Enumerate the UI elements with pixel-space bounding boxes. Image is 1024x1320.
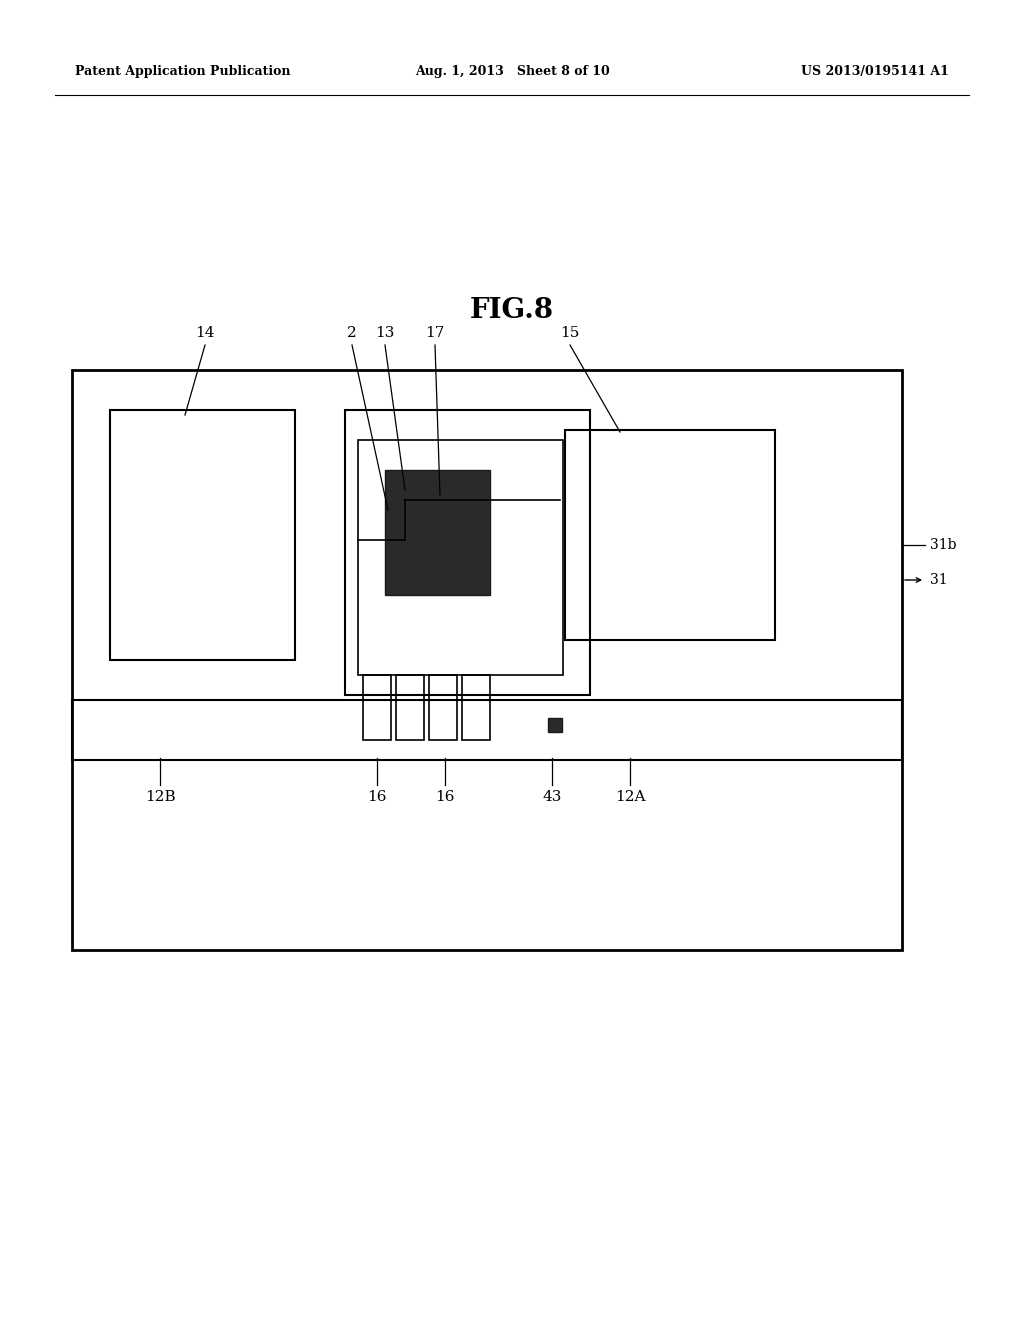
Text: 13: 13 bbox=[376, 326, 394, 341]
Bar bbox=[429, 675, 457, 741]
Text: FIG.8: FIG.8 bbox=[470, 297, 554, 323]
Bar bbox=[72, 700, 902, 760]
Text: 12A: 12A bbox=[614, 789, 645, 804]
Bar bbox=[72, 370, 902, 950]
Text: 12B: 12B bbox=[144, 789, 175, 804]
Bar bbox=[362, 675, 391, 741]
Text: Patent Application Publication: Patent Application Publication bbox=[75, 66, 291, 78]
Text: Aug. 1, 2013   Sheet 8 of 10: Aug. 1, 2013 Sheet 8 of 10 bbox=[415, 66, 609, 78]
Bar bbox=[345, 411, 590, 696]
Bar bbox=[110, 411, 295, 660]
Text: 17: 17 bbox=[425, 326, 444, 341]
Text: US 2013/0195141 A1: US 2013/0195141 A1 bbox=[801, 66, 949, 78]
Bar bbox=[358, 440, 563, 675]
Text: 31b: 31b bbox=[930, 539, 956, 552]
Bar bbox=[396, 675, 424, 741]
Text: 16: 16 bbox=[435, 789, 455, 804]
Text: 31: 31 bbox=[930, 573, 947, 587]
Text: 43: 43 bbox=[543, 789, 562, 804]
Text: 16: 16 bbox=[368, 789, 387, 804]
Bar bbox=[385, 470, 490, 595]
Bar bbox=[462, 675, 490, 741]
Bar bbox=[565, 430, 775, 640]
Bar bbox=[548, 718, 562, 733]
Text: 14: 14 bbox=[196, 326, 215, 341]
Text: 15: 15 bbox=[560, 326, 580, 341]
Text: 2: 2 bbox=[347, 326, 357, 341]
